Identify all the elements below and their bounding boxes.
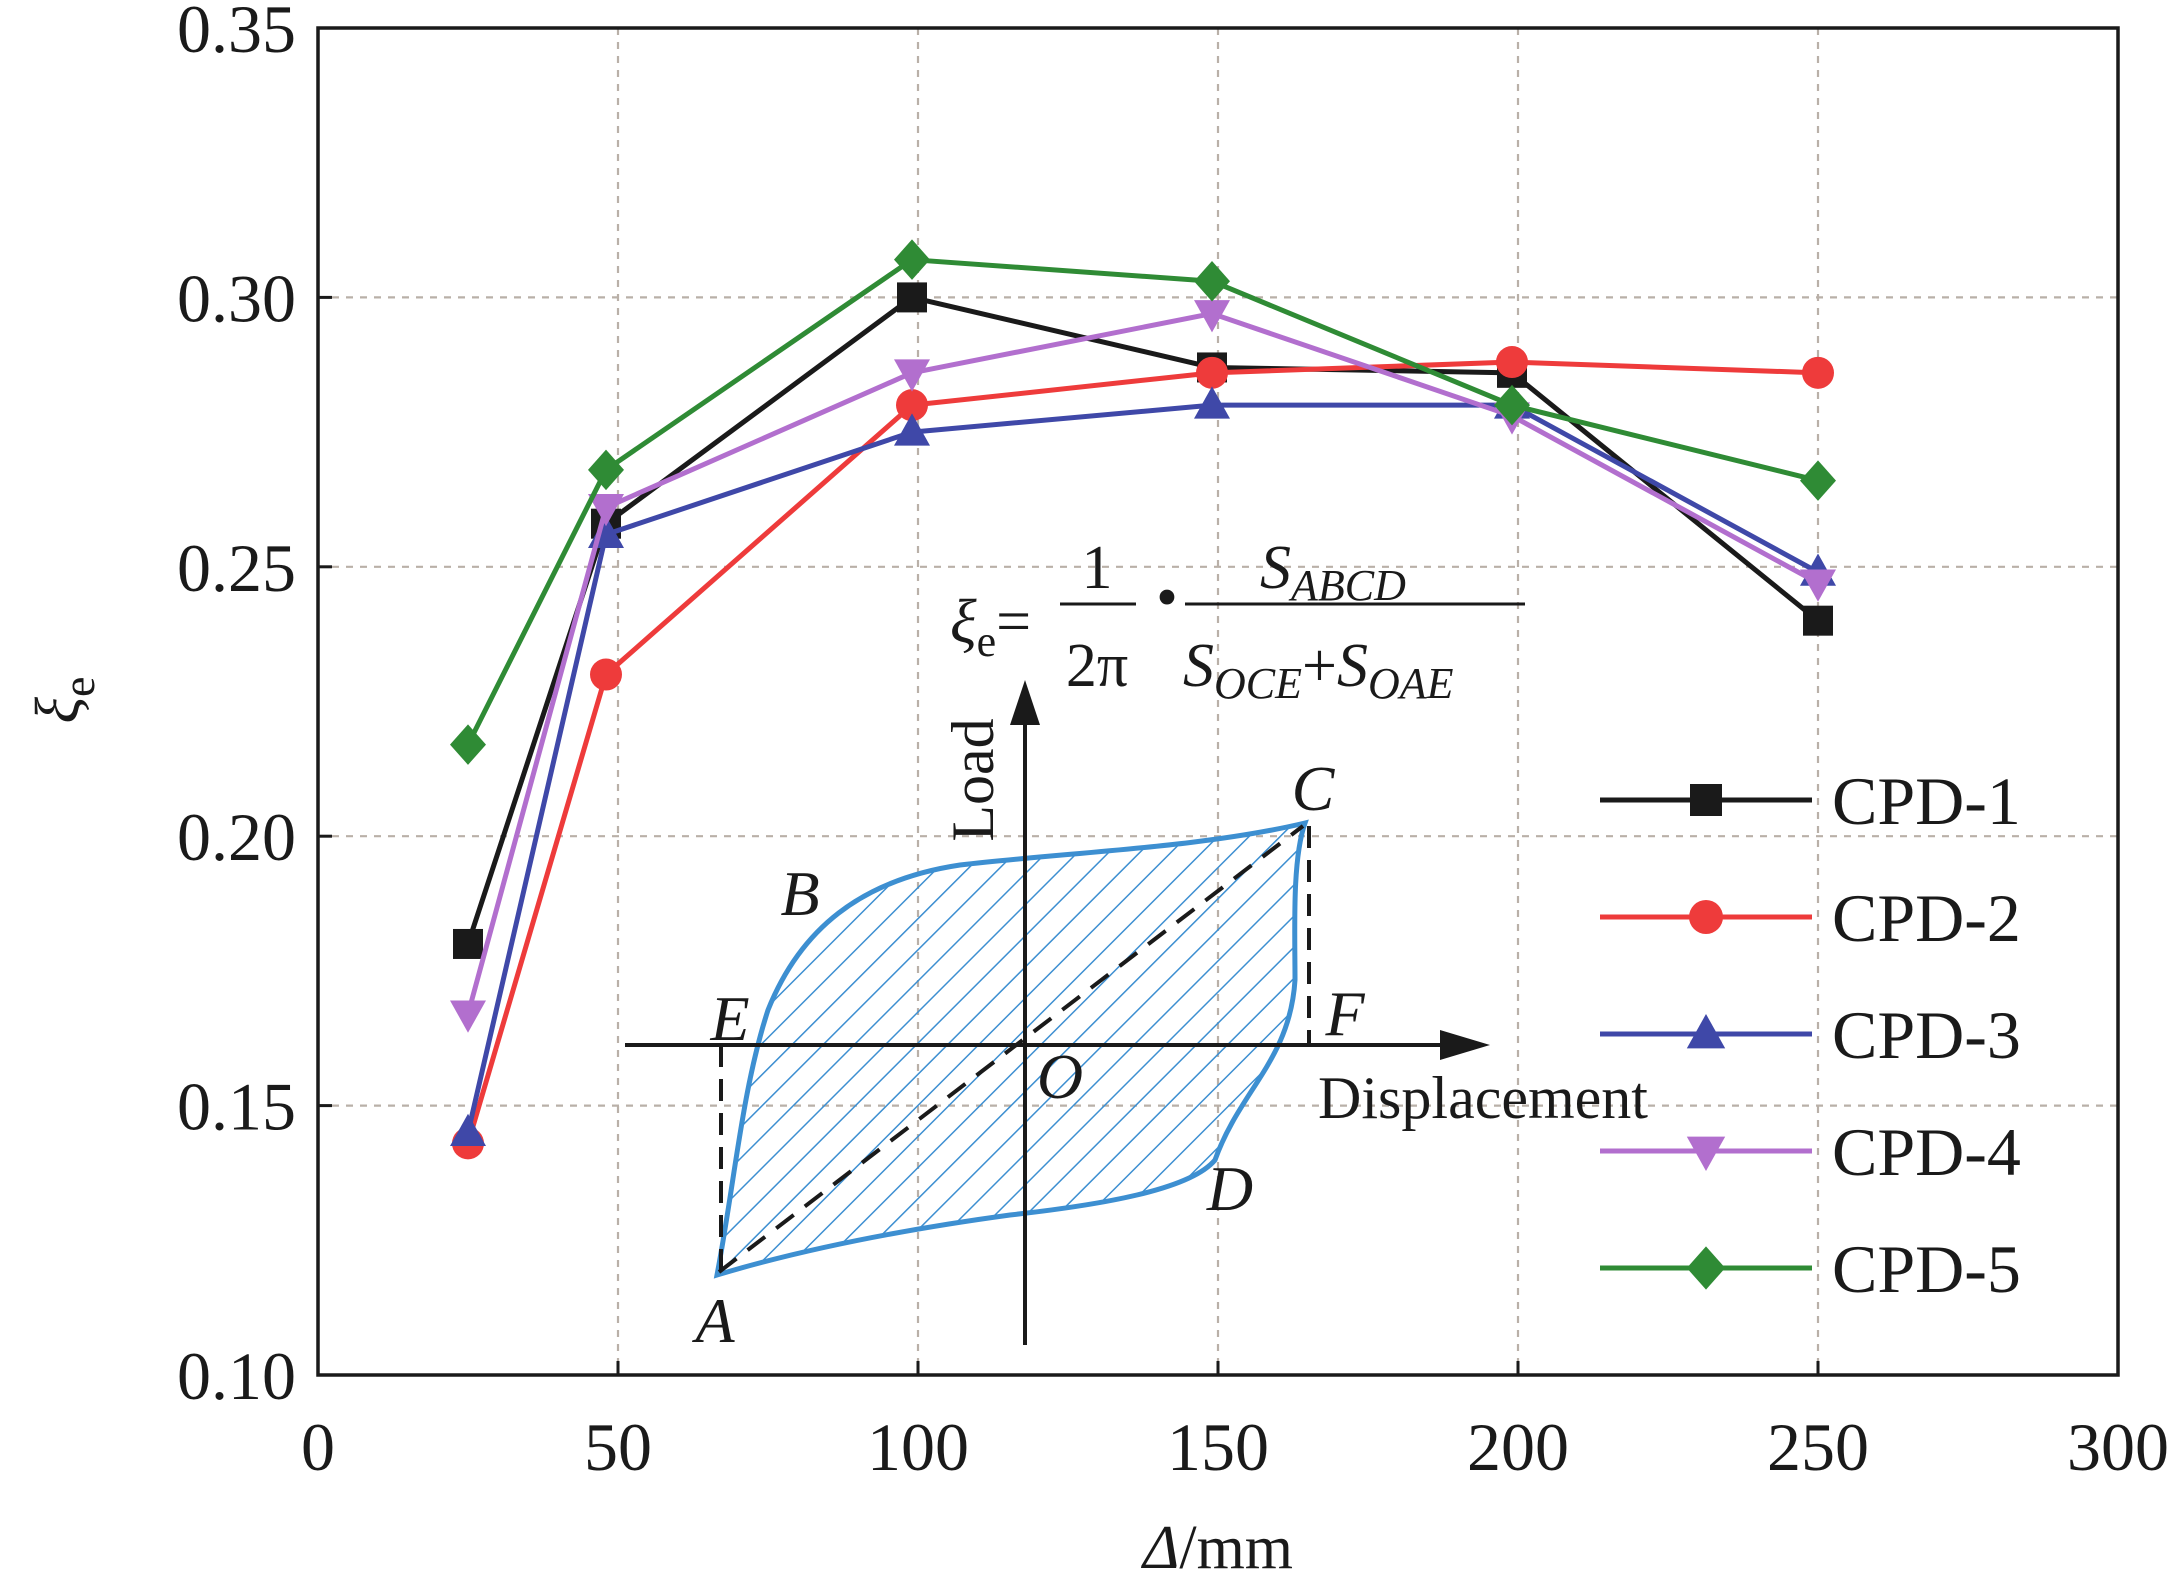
y-tick-label: 0.10: [177, 1338, 296, 1414]
legend-label-cpd-2: CPD-2: [1832, 880, 2021, 956]
formula-numerator-2-sub: ABCD: [1288, 561, 1406, 610]
data-point-cpd-3: [1194, 386, 1230, 419]
data-point-cpd-5: [588, 449, 624, 491]
legend-marker-cpd-4: [1686, 1136, 1726, 1171]
y-tick-label: 0.20: [177, 799, 296, 875]
formula-lhs-subscript: e: [977, 617, 997, 666]
data-point-cpd-2: [1196, 356, 1228, 389]
x-tick-label: 300: [2067, 1409, 2169, 1485]
formula-lhs-symbol: ξ: [950, 588, 977, 656]
legend-label-cpd-3: CPD-3: [1832, 997, 2021, 1073]
x-axis-title-symbol: Δ: [1140, 1514, 1179, 1582]
y-tick-label: 0.15: [177, 1069, 296, 1145]
x-axis-title-unit: /mm: [1179, 1514, 1293, 1582]
data-point-cpd-2: [896, 389, 928, 422]
x-tick-label: 200: [1467, 1409, 1569, 1485]
data-point-cpd-2: [1802, 356, 1834, 389]
data-point-cpd-3: [450, 1113, 486, 1147]
data-point-cpd-3: [894, 413, 930, 446]
data-point-cpd-1: [1803, 605, 1833, 636]
data-point-cpd-4: [588, 494, 624, 527]
point-label-c: C: [1292, 753, 1336, 824]
formula-denominator-1: 2π: [1066, 632, 1128, 700]
point-label-f: F: [1324, 978, 1365, 1049]
formula-numerator-2-s: S: [1260, 534, 1291, 602]
x-axis-title: Δ/mm: [1140, 1514, 1293, 1582]
load-axis-arrow: [1010, 680, 1040, 725]
series-line-cpd-4: [465, 311, 1820, 1015]
axes: 0 50 100 150 200 250 300 0.10 0.15 0.20 0.25 0.30 0.…: [24, 0, 2169, 1582]
formula-denominator-2-s1: S: [1183, 632, 1214, 700]
x-tick-label: 250: [1767, 1409, 1869, 1485]
data-point-cpd-5: [450, 724, 486, 765]
formula-denominator-2-sub1: OCE: [1214, 659, 1302, 708]
x-tick-label: 100: [867, 1409, 969, 1485]
load-axis-label: Load: [940, 718, 1006, 841]
y-axis-title-subscript: e: [53, 677, 104, 697]
point-label-d: D: [1206, 1153, 1253, 1224]
data-point-cpd-5: [1194, 260, 1230, 302]
x-tick-label: 50: [584, 1409, 652, 1485]
formula-dot: •: [1156, 564, 1178, 632]
y-tick-label: 0.35: [177, 0, 296, 67]
y-tick-label: 0.25: [177, 530, 296, 606]
data-point-cpd-4: [894, 359, 930, 392]
diagonal-dashed-line: [717, 824, 1305, 1274]
x-tick-label: 150: [1167, 1409, 1269, 1485]
data-point-cpd-4: [450, 1000, 486, 1033]
data-point-cpd-4: [1800, 569, 1836, 602]
data-point-cpd-4: [1194, 300, 1230, 333]
legend-marker-cpd-5: [1686, 1246, 1726, 1290]
legend-label-cpd-1: CPD-1: [1832, 763, 2021, 839]
legend: CPD-1 CPD-2 CPD-3 CPD-4 CPD-5: [1600, 763, 2021, 1307]
legend-marker-cpd-3: [1686, 1014, 1726, 1049]
formula-numerator-1: 1: [1082, 534, 1113, 602]
legend-label-cpd-4: CPD-4: [1832, 1114, 2021, 1190]
data-point-cpd-2: [590, 658, 622, 691]
displacement-axis-arrow: [1440, 1030, 1490, 1060]
data-point-cpd-5: [1494, 384, 1530, 426]
legend-label-cpd-5: CPD-5: [1832, 1231, 2021, 1307]
point-label-a: A: [691, 1285, 735, 1356]
y-tick-label: 0.30: [177, 260, 296, 336]
displacement-axis-label: Displacement: [1318, 1065, 1648, 1131]
series-line-cpd-2: [465, 359, 1819, 1145]
formula-equals: =: [996, 588, 1031, 656]
formula-numerator-2: SABCD: [1260, 534, 1406, 610]
x-tick-label: 0: [301, 1409, 335, 1485]
formula-denominator-2-s2: S: [1337, 632, 1368, 700]
legend-marker-cpd-1: [1690, 784, 1722, 816]
legend-marker-cpd-2: [1689, 900, 1723, 934]
data-point-cpd-1: [453, 928, 483, 959]
data-point-cpd-5: [1800, 460, 1836, 501]
formula-denominator-2-sub2: OAE: [1368, 659, 1454, 708]
formula-denominator-2: SOCE+SOAE: [1183, 632, 1454, 708]
point-label-o: O: [1037, 1041, 1083, 1112]
series-line-cpd-5: [465, 257, 1819, 746]
y-axis-title: ξe: [24, 677, 104, 724]
point-label-b: B: [780, 858, 819, 929]
data-point-cpd-1: [897, 282, 927, 313]
hysteresis-loop: [713, 819, 1309, 1279]
formula-plus: +: [1302, 632, 1337, 700]
data-point-cpd-5: [894, 239, 930, 280]
series-line-cpd-3: [465, 402, 1820, 1134]
data-series: [450, 239, 1836, 1160]
formula-lhs: ξe=: [950, 588, 1031, 666]
y-axis-title-symbol: ξ: [24, 696, 92, 723]
point-label-e: E: [709, 983, 749, 1054]
data-point-cpd-2: [1496, 346, 1528, 379]
